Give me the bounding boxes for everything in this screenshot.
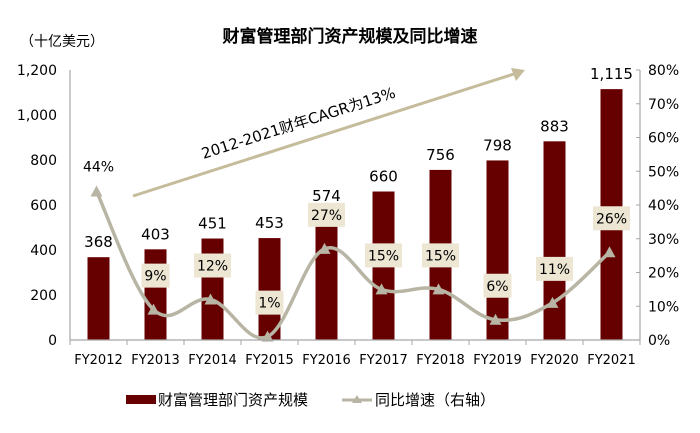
growth-label-box	[255, 290, 284, 315]
growth-label-box	[365, 243, 402, 268]
left-axis-unit: （十亿美元）	[20, 34, 104, 50]
growth-label-box	[593, 206, 630, 231]
growth-label-box	[536, 256, 573, 281]
right-tick-label: 70%	[648, 97, 679, 113]
right-tick-label: 40%	[648, 198, 679, 214]
right-tick-label: 20%	[648, 266, 679, 282]
legend-bar-swatch	[126, 395, 156, 404]
bar-value-label: 451	[198, 215, 227, 233]
left-tick-label: 200	[30, 288, 57, 304]
category-label: FY2017	[359, 353, 408, 368]
right-tick-label: 30%	[648, 232, 679, 248]
growth-label-box	[141, 263, 170, 288]
bar	[486, 160, 509, 340]
triangle-marker	[489, 313, 502, 325]
chart-title: 财富管理部门资产规模及同比增速	[222, 26, 478, 47]
category-label: FY2013	[131, 353, 180, 368]
growth-label: 44%	[83, 160, 114, 176]
bar-value-label: 574	[312, 187, 341, 205]
category-label: FY2015	[245, 353, 294, 368]
triangle-marker	[204, 293, 217, 305]
triangle-marker	[318, 242, 331, 254]
growth-label: 6%	[486, 279, 508, 295]
growth-label: 9%	[144, 269, 166, 285]
right-tick-label: 50%	[648, 164, 679, 180]
right-tick-label: 10%	[648, 299, 679, 315]
line-series: 44% 9% 12% 1% 27% 15% 15% 6% 11% 26%	[83, 160, 630, 342]
bar-value-label: 368	[84, 233, 113, 251]
triangle-marker	[261, 330, 274, 342]
category-label: FY2020	[530, 353, 579, 368]
triangle-marker	[432, 283, 445, 295]
right-tick-label: 60%	[648, 131, 679, 147]
right-axis: 0% 10% 20% 30% 40% 50% 60% 70% 80%	[636, 63, 679, 349]
growth-label-box	[194, 253, 231, 278]
left-tick-label: 1,000	[17, 108, 57, 124]
left-tick-label: 0	[48, 333, 57, 349]
triangle-marker	[546, 296, 559, 308]
growth-label-box	[308, 202, 345, 227]
bar-value-label: 798	[483, 136, 512, 154]
left-tick-label: 1,200	[17, 63, 57, 79]
legend-bar-label: 财富管理部门资产规模	[158, 391, 308, 409]
bar	[258, 238, 281, 340]
left-tick-label: 600	[30, 198, 57, 214]
bar-value-label: 403	[141, 225, 170, 243]
left-tick-label: 800	[30, 153, 57, 169]
bar	[543, 141, 566, 340]
category-label: FY2018	[416, 353, 465, 368]
triangle-marker	[603, 246, 616, 258]
left-tick-label: 400	[30, 243, 57, 259]
category-label: FY2021	[587, 353, 636, 368]
growth-label: 26%	[596, 211, 627, 227]
growth-label: 15%	[425, 248, 456, 264]
growth-label-box	[483, 273, 512, 298]
x-axis: FY2012 FY2013 FY2014 FY2015 FY2016 FY2017 FY20…	[69, 339, 641, 368]
bar-value-label: 660	[369, 168, 398, 186]
category-label: FY2014	[188, 353, 237, 368]
growth-label: 27%	[311, 208, 342, 224]
growth-label: 11%	[539, 262, 570, 278]
legend: 财富管理部门资产规模 同比增速（右轴）	[126, 391, 495, 409]
growth-label: 1%	[258, 296, 280, 312]
cagr-label: 2012-2021财年CAGR为13%	[199, 84, 397, 163]
bar	[87, 257, 110, 340]
legend-triangle-icon	[352, 395, 362, 403]
triangle-marker	[375, 283, 388, 295]
growth-label: 15%	[368, 248, 399, 264]
growth-label-box	[422, 243, 459, 268]
bar-value-label: 756	[426, 146, 455, 164]
triangle-marker	[147, 303, 160, 315]
bar-value-label: 453	[255, 214, 284, 232]
bar	[315, 210, 338, 340]
triangle-marker	[90, 185, 103, 197]
legend-line-label: 同比增速（右轴）	[375, 391, 495, 409]
bar-value-label: 883	[540, 117, 569, 135]
bar	[144, 249, 167, 340]
left-axis: 0 200 400 600 800 1,000 1,200	[17, 63, 71, 349]
right-tick-label: 0%	[648, 333, 670, 349]
category-label: FY2016	[302, 353, 351, 368]
cagr-annotation: 2012-2021财年CAGR为13%	[132, 68, 525, 198]
right-tick-label: 80%	[648, 63, 679, 79]
growth-label: 12%	[197, 259, 228, 275]
category-label: FY2012	[74, 353, 123, 368]
category-label: FY2019	[473, 353, 522, 368]
bar-value-label: 1,115	[590, 65, 633, 83]
